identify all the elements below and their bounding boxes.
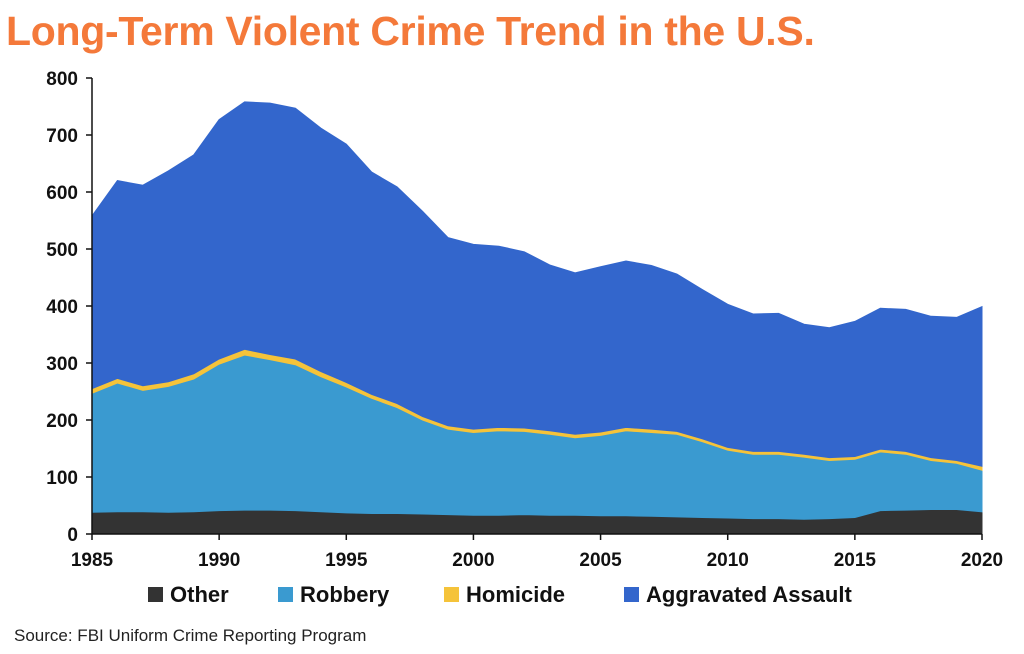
x-tick-label: 1995 — [325, 550, 368, 571]
x-tick-label: 1990 — [198, 550, 240, 571]
x-tick-label: 2005 — [579, 550, 622, 571]
y-tick-label: 0 — [67, 525, 78, 546]
x-tick-label: 1985 — [71, 550, 114, 571]
legend-swatch-other — [148, 587, 163, 602]
legend: Other Robbery Homicide Aggravated Assault — [148, 582, 852, 607]
axes: 0 100 200 300 400 500 600 700 800 1985 1990 1995 200… — [46, 69, 1003, 571]
area-series-aggravated-assault — [91, 101, 983, 467]
source-note: Source: FBI Uniform Crime Reporting Prog… — [14, 626, 367, 645]
y-tick-label: 500 — [46, 240, 78, 261]
y-tick-label: 400 — [46, 297, 78, 318]
y-tick-label: 300 — [46, 354, 78, 375]
x-tick-label: 2010 — [707, 550, 749, 571]
x-tick-label: 2000 — [452, 550, 494, 571]
legend-swatch-homicide — [444, 587, 459, 602]
legend-swatch-robbery — [278, 587, 293, 602]
x-tick-label: 2020 — [961, 550, 1003, 571]
y-tick-label: 700 — [46, 126, 78, 147]
y-tick-label: 100 — [46, 468, 78, 489]
y-tick-label: 200 — [46, 411, 78, 432]
legend-swatch-aggravated-assault — [624, 587, 639, 602]
legend-label-homicide: Homicide — [466, 582, 565, 607]
area-layers — [91, 101, 983, 535]
y-tick-label: 600 — [46, 183, 78, 204]
legend-label-aggravated-assault: Aggravated Assault — [646, 582, 852, 607]
legend-label-robbery: Robbery — [300, 582, 390, 607]
chart-title: Long-Term Violent Crime Trend in the U.S… — [6, 8, 815, 54]
x-tick-label: 2015 — [834, 550, 877, 571]
legend-label-other: Other — [170, 582, 229, 607]
y-tick-label: 800 — [46, 69, 78, 90]
